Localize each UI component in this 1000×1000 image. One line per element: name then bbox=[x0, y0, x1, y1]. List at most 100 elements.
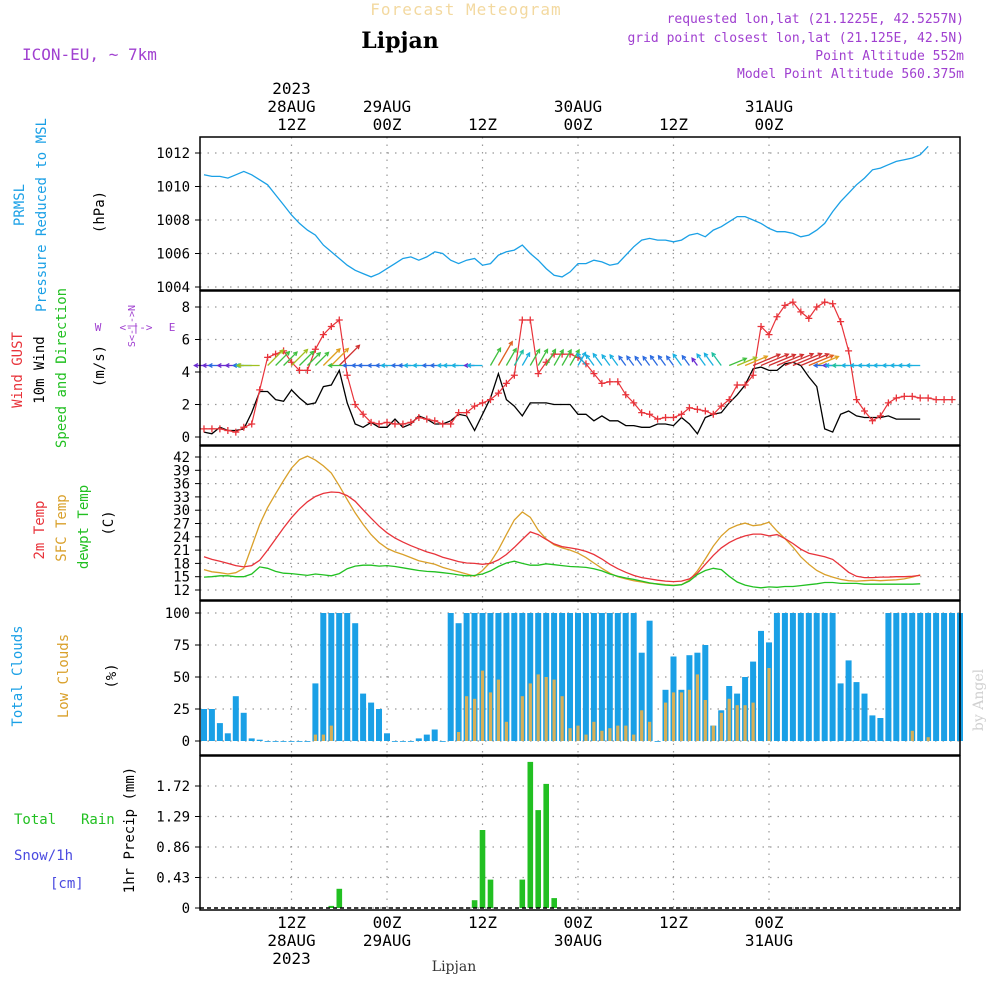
gust-marker bbox=[303, 366, 311, 374]
bottom-time-label: 31AUG bbox=[745, 931, 793, 950]
gust-marker bbox=[383, 418, 391, 426]
wind-arrow bbox=[314, 351, 329, 366]
wind-arrow-head bbox=[397, 363, 403, 368]
wind-arrow-head bbox=[344, 347, 350, 353]
y-tick-label: 1006 bbox=[156, 247, 190, 263]
wind-arrow bbox=[728, 357, 747, 367]
bottom-time-label: 00Z bbox=[564, 913, 593, 932]
total-rain-label: Total bbox=[14, 812, 56, 828]
top-time-label: 00Z bbox=[373, 115, 402, 134]
total-cloud-bar bbox=[272, 741, 279, 742]
wind-arrow-head bbox=[575, 348, 580, 354]
compass-arrows: <-|-> bbox=[119, 321, 152, 334]
gust-marker bbox=[479, 399, 487, 407]
total-cloud-bar bbox=[471, 613, 478, 741]
low-cloud-bar bbox=[671, 692, 676, 741]
total-cloud-bar bbox=[925, 613, 932, 741]
gust-marker bbox=[709, 410, 717, 418]
wind-arrow-head bbox=[224, 363, 230, 368]
low-cloud-bar bbox=[496, 679, 500, 741]
wind-arrow bbox=[545, 349, 556, 366]
gust-marker bbox=[463, 409, 471, 417]
total-cloud-bar bbox=[328, 613, 335, 741]
gust-marker bbox=[367, 418, 375, 426]
wind-arrow bbox=[306, 352, 321, 366]
location-title: Lipjan bbox=[361, 28, 438, 54]
y-tick-label: 75 bbox=[173, 638, 190, 654]
total-cloud-bar bbox=[821, 613, 828, 741]
total-cloud-bar bbox=[431, 729, 438, 741]
low-cloud-bar bbox=[321, 734, 325, 741]
rain-bar bbox=[519, 879, 526, 908]
wind-arrow bbox=[768, 353, 796, 367]
total-cloud-bar bbox=[527, 613, 534, 741]
wind-arrow-head bbox=[519, 349, 524, 355]
total-cloud-bar bbox=[208, 709, 215, 741]
wind-arrow-head bbox=[799, 353, 805, 359]
precip-panel-labels: Total Rain Snow/1h [cm] 1hr Precip (mm) bbox=[14, 767, 138, 893]
gust-marker bbox=[248, 420, 256, 428]
y-tick-label: 0 bbox=[182, 430, 190, 446]
low-cloud-bar bbox=[520, 696, 524, 741]
wind-panel-labels: Wind GUST 10m Wind Speed and Direction (… bbox=[10, 288, 175, 448]
wind-arrow bbox=[642, 356, 651, 366]
total-cloud-bar bbox=[893, 613, 900, 741]
total-cloud-bar bbox=[917, 613, 924, 741]
total-cloud-bar bbox=[224, 733, 231, 741]
gust-marker bbox=[773, 313, 781, 321]
total-cloud-bar bbox=[567, 613, 573, 741]
wind-arrow bbox=[618, 355, 627, 366]
wind-arrow-head bbox=[840, 363, 846, 368]
wind-arrow-head bbox=[292, 351, 298, 357]
rain-bar bbox=[535, 810, 541, 908]
low-cloud-bar bbox=[536, 674, 540, 741]
pressure-panel-labels: PRMSL Pressure Reduced to MSL (hPa) bbox=[12, 118, 108, 312]
gust-marker bbox=[861, 407, 869, 415]
top-time-label: 00Z bbox=[755, 115, 784, 134]
y-tick-label: 8 bbox=[182, 300, 190, 316]
wind-arrow-head bbox=[411, 363, 418, 368]
bottom-time-label: 30AUG bbox=[554, 931, 602, 950]
gust-marker bbox=[757, 323, 765, 330]
wind-arrow-head bbox=[309, 350, 315, 356]
low-cloud-bar bbox=[910, 730, 914, 741]
gust-marker bbox=[614, 378, 622, 386]
low-cloud-bar bbox=[552, 679, 556, 741]
y-tick-label: 24 bbox=[173, 530, 190, 546]
wind-arrow bbox=[497, 341, 513, 366]
gust-marker bbox=[216, 425, 224, 433]
total-cloud-bar bbox=[384, 733, 390, 741]
gust-marker bbox=[924, 394, 932, 402]
gust-marker bbox=[892, 394, 900, 402]
wind-arrow-head bbox=[421, 363, 427, 368]
total-cloud-bar bbox=[503, 613, 510, 741]
wind-arrow-head bbox=[897, 363, 903, 368]
gust-marker bbox=[677, 410, 685, 418]
wind-arrow-head bbox=[207, 363, 213, 368]
wind-arrow-head bbox=[626, 355, 631, 361]
panel-border bbox=[199, 445, 961, 601]
top-time-label: 00Z bbox=[564, 115, 593, 134]
gust-marker bbox=[343, 371, 351, 379]
2m-temp-line bbox=[203, 491, 921, 583]
gust-marker bbox=[845, 347, 853, 355]
temp-sfc-label: SFC Temp bbox=[54, 494, 70, 561]
wind-arrow-head bbox=[905, 363, 911, 368]
low-cloud-bar bbox=[695, 674, 699, 741]
low-cloud-bar bbox=[679, 692, 684, 741]
wind-arrow bbox=[489, 347, 502, 366]
wind-arrow bbox=[330, 348, 349, 366]
gust-marker bbox=[725, 396, 733, 404]
wind-arrow-head bbox=[592, 352, 598, 358]
low-cloud-bar bbox=[719, 712, 723, 741]
y-tick-label: 18 bbox=[173, 556, 190, 572]
wind-arrow bbox=[299, 350, 315, 366]
total-cloud-bar bbox=[368, 702, 375, 741]
wind-arrow-head bbox=[551, 348, 557, 354]
gust-marker bbox=[876, 412, 884, 420]
wind-arrow bbox=[816, 355, 839, 367]
dewpt-temp-line bbox=[203, 560, 921, 589]
wind-arrow-head bbox=[752, 356, 758, 361]
wind-arrow bbox=[576, 352, 587, 366]
rain-bar bbox=[487, 879, 494, 908]
